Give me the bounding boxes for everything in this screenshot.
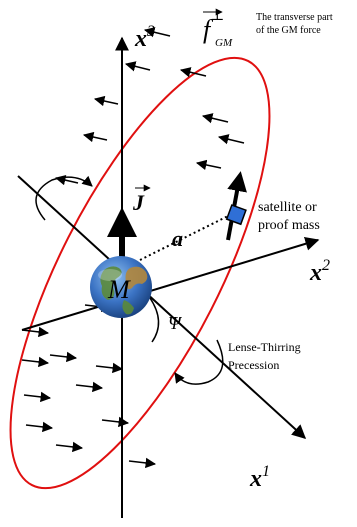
force-arrow <box>179 67 207 78</box>
lense-thirring-note-line2: Precession <box>228 358 279 372</box>
transverse-note-line2: of the GM force <box>256 25 321 36</box>
force-label-sup: ⊥ <box>210 8 224 24</box>
force-arrow <box>49 351 78 363</box>
transverse-note-line1: The transverse part <box>256 12 333 23</box>
force-arrow <box>101 416 130 428</box>
axis-label-x1-sup: 1 <box>262 463 270 480</box>
force-arrow <box>143 27 171 38</box>
axis-label-x3: x3 <box>134 23 155 52</box>
satellite-note-line2: proof mass <box>258 218 320 233</box>
transverse-force-arrows <box>21 27 245 469</box>
force-arrow <box>54 174 79 186</box>
axis-label-x3-sup: 3 <box>146 23 155 40</box>
force-arrow <box>217 134 245 145</box>
earth-globe-icon <box>90 256 152 318</box>
x1-axis <box>17 175 307 439</box>
distance-line <box>139 213 233 261</box>
axis-label-x2-base: x <box>309 260 322 286</box>
angular-momentum-label: J <box>132 190 145 215</box>
distance-label: a <box>172 226 183 251</box>
force-label-base: f <box>203 15 214 44</box>
force-arrow <box>128 457 157 469</box>
axis-label-x2: x2 <box>309 257 330 286</box>
force-label-sub: GM <box>215 37 233 49</box>
psi-label: Ψ <box>168 313 183 333</box>
force-arrow <box>25 421 54 433</box>
force-arrow <box>95 362 124 374</box>
satellite-note-line1: satellite or <box>258 200 317 215</box>
precession-arrow-bottom <box>174 339 224 385</box>
axis-label-x3-base: x <box>134 26 147 52</box>
mass-label: M <box>107 275 131 304</box>
axis-label-x1-base: x <box>249 466 262 492</box>
psi-angle-arc <box>149 297 160 343</box>
force-arrow <box>201 113 229 124</box>
force-arrow <box>82 131 108 143</box>
force-arrow <box>75 381 104 393</box>
force-arrow <box>21 326 50 338</box>
satellite-square-icon <box>225 204 247 226</box>
orbit-ellipse <box>9 56 271 490</box>
force-arrow <box>23 391 52 403</box>
force-arrow <box>93 95 119 107</box>
force-arrow <box>124 61 151 72</box>
force-arrow <box>195 159 222 171</box>
force-label: f⊥ GM <box>203 8 233 49</box>
x2-axis <box>21 236 320 331</box>
force-arrow <box>21 356 50 368</box>
lense-thirring-note-line1: Lense-Thirring <box>228 340 301 354</box>
axis-label-x2-sup: 2 <box>322 257 330 274</box>
force-arrow <box>55 441 84 453</box>
axis-label-x1: x1 <box>249 463 270 492</box>
precession-arrow-top <box>35 175 93 221</box>
